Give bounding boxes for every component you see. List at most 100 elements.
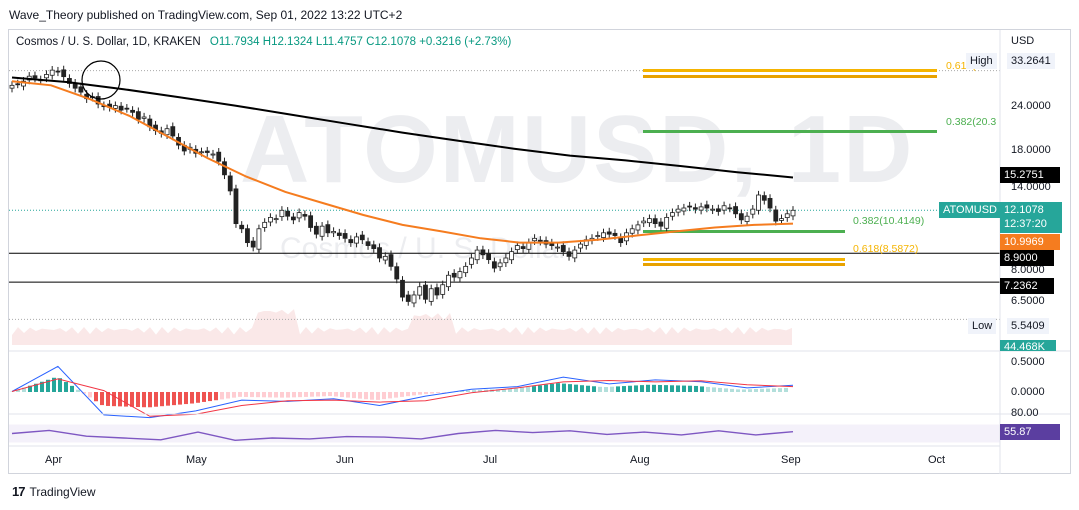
candle (354, 232, 359, 248)
candle-body-down (325, 224, 331, 234)
candle-body-down (135, 111, 141, 120)
candle (756, 190, 761, 215)
candle (537, 236, 543, 246)
candle-body-down (715, 208, 721, 212)
macd-histogram-bar (142, 392, 146, 408)
candle-body-up (681, 207, 687, 212)
candle-body-up (49, 69, 55, 76)
macd-histogram-bar (82, 392, 86, 394)
macd-line (11, 365, 794, 419)
ema-50-line (11, 80, 794, 244)
rsi-band (9, 424, 1000, 443)
candle (423, 280, 428, 304)
macd-histogram-bar (736, 389, 740, 392)
support1-tag: 8.9000 (1000, 250, 1054, 266)
rsi-value-tag: 55.87 (1000, 424, 1060, 440)
macd-histogram-bar (568, 384, 572, 392)
candle-body-up (509, 251, 515, 261)
candle (319, 222, 325, 241)
candle (388, 250, 394, 271)
candle (411, 290, 417, 308)
candle (474, 245, 480, 264)
candle (710, 205, 716, 215)
macd-histogram-bar (418, 392, 422, 395)
month-label: Apr (45, 454, 63, 466)
candle (520, 242, 526, 253)
macd-histogram-bar (574, 384, 578, 392)
macd-histogram-bar (376, 392, 380, 400)
macd-histogram-bar (472, 390, 476, 392)
candle (675, 205, 681, 217)
macd-histogram-bar (358, 392, 362, 399)
macd-histogram-bar (388, 392, 392, 399)
month-label: Sep (781, 454, 801, 466)
macd-histogram-bar (730, 388, 734, 392)
macd-histogram-bar (784, 387, 788, 392)
symbol-watermark: ATOMUSD, 1D (240, 96, 915, 203)
candles (9, 65, 796, 308)
signal-line (11, 378, 794, 417)
candle-body-down (239, 224, 245, 230)
candle-body-down (95, 96, 101, 105)
fib-upper-618-band-2 (643, 75, 937, 78)
candle-body-up (331, 231, 336, 234)
candle (32, 71, 38, 83)
macd-histogram-bar (40, 381, 44, 392)
candle (181, 141, 187, 156)
candle-body-up (503, 257, 509, 264)
candle-body-down (250, 240, 256, 248)
moving-averages (11, 76, 794, 244)
macd-histogram-bar (196, 392, 200, 403)
macd-histogram-bar (634, 385, 638, 392)
tradingview-footer: 17 TradingView (12, 484, 96, 499)
candle-body-down (773, 209, 779, 222)
candle (55, 66, 61, 77)
candle-body-up (210, 153, 216, 156)
candle-body-up (256, 228, 262, 250)
candle-body-up (526, 242, 532, 250)
macd-histogram-bar (310, 392, 314, 397)
macd-histogram-bar (664, 385, 668, 392)
macd-histogram-bar (226, 392, 230, 399)
macd-histogram-bar (682, 385, 686, 392)
candle-body-up (710, 208, 716, 211)
candle (302, 210, 308, 221)
candle (61, 65, 67, 81)
candle (572, 245, 578, 263)
candle-body-up (744, 215, 750, 222)
candle-body-down (245, 228, 250, 244)
candle (509, 247, 515, 264)
price-tick: 8.0000 (1011, 264, 1045, 276)
macd-histogram-bar (304, 392, 308, 397)
candle-body-up (141, 116, 147, 119)
candle (417, 282, 423, 300)
candle (451, 269, 457, 282)
ema200-value-tag: 15.2751 (1000, 167, 1060, 183)
macd-histogram-bar (424, 392, 428, 395)
macd-histogram-bar (676, 385, 680, 392)
macd-histogram-bar (166, 392, 170, 406)
candle-body-up (457, 271, 463, 279)
macd-tick: 0.5000 (1011, 356, 1045, 368)
last-price-tag: 12.1078 12:37:20 (1000, 202, 1062, 233)
macd-histogram-bar (382, 392, 386, 400)
candle (773, 205, 779, 226)
candle-body-down (78, 86, 84, 93)
candle-body-down (388, 254, 394, 267)
candle (78, 82, 84, 97)
candle-body-down (733, 206, 738, 215)
macd-histogram-bar (526, 386, 530, 392)
macd-histogram-bar (238, 392, 242, 397)
macd-histogram-bar (622, 386, 626, 392)
candle-body-down (365, 241, 371, 246)
candle (583, 235, 589, 250)
candle-body-up (463, 265, 469, 274)
candle (279, 206, 285, 221)
candle-body-down (423, 284, 428, 300)
candle-body-down (342, 233, 348, 239)
candle (514, 241, 520, 254)
candle-body-down (285, 210, 291, 217)
macd-histogram-bar (532, 386, 536, 392)
macd-histogram-bar (250, 392, 254, 398)
